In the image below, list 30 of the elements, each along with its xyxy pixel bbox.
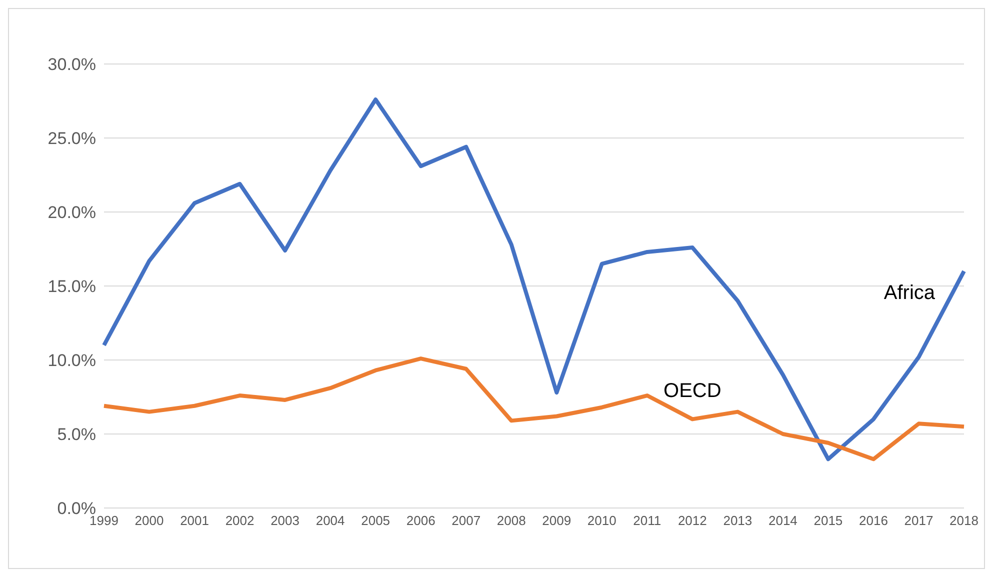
line-series — [102, 98, 966, 462]
x-tick-label: 2011 — [633, 513, 662, 528]
x-tick-label: 2000 — [134, 513, 164, 528]
x-tick-label: 2004 — [316, 513, 345, 528]
y-tick-label: 20.0% — [48, 203, 96, 222]
line-series — [102, 356, 966, 462]
y-tick-label: 30.0% — [48, 55, 96, 74]
y-tick-label: 10.0% — [48, 351, 96, 370]
x-tick-label: 2012 — [678, 513, 707, 528]
x-tick-label: 2001 — [180, 513, 209, 528]
x-tick-label: 2008 — [496, 513, 526, 528]
x-tick-label: 2007 — [452, 513, 481, 528]
x-tick-label: 2015 — [814, 513, 843, 528]
x-tick-label: 2009 — [542, 513, 572, 528]
x-tick-label: 2005 — [361, 513, 390, 528]
y-tick-label: 25.0% — [48, 129, 96, 148]
x-tick-label: 2013 — [723, 513, 752, 528]
x-tick-label: 2006 — [406, 513, 436, 528]
y-tick-label: 15.0% — [48, 277, 96, 296]
x-tick-label: 2016 — [859, 513, 888, 528]
x-tick-label: 2003 — [270, 513, 300, 528]
series-label: OECD — [664, 380, 722, 402]
x-tick-label: 2002 — [225, 513, 254, 528]
x-tick-label: 2014 — [768, 513, 798, 528]
x-tick-label: 2017 — [904, 513, 934, 528]
series-label: Africa — [884, 282, 936, 304]
x-tick-label: 2010 — [587, 513, 616, 528]
x-tick-label: 2018 — [950, 513, 978, 528]
x-tick-label: 1999 — [90, 513, 118, 528]
y-tick-label: 5.0% — [57, 425, 96, 444]
